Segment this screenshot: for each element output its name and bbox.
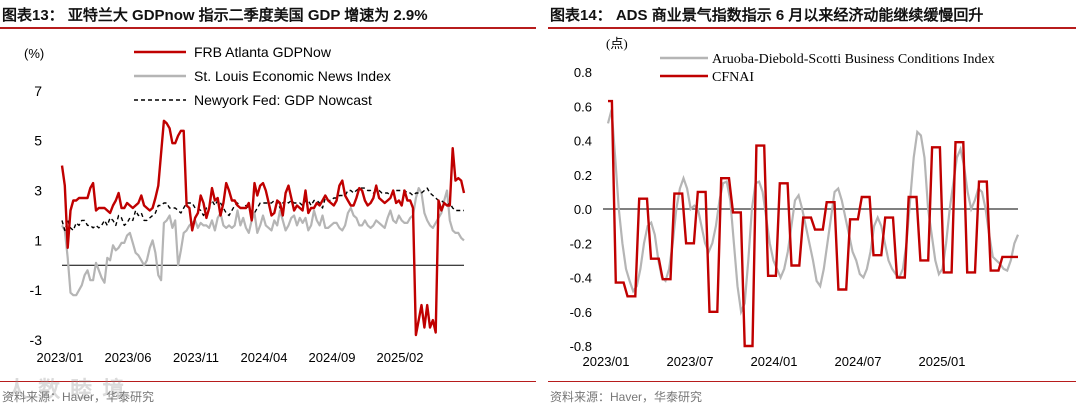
- legend-label-aruoba-diebold-scotti-business-conditions-index: Aruoba-Diebold-Scotti Business Condition…: [712, 52, 995, 67]
- left-title-rule: [0, 27, 536, 29]
- x-tick-label: 2023/01: [37, 350, 84, 365]
- y-tick-label: -0.4: [570, 271, 592, 286]
- left-source-rule: [0, 381, 536, 382]
- y-tick-label: 7: [34, 83, 42, 99]
- x-tick-label: 2024/07: [835, 354, 882, 369]
- right-chart-title: 图表14： ADS 商业景气指数指示 6 月以来经济动能继续缓慢回升: [550, 7, 984, 24]
- x-tick-label: 2023/07: [667, 354, 714, 369]
- y-tick-label: -0.8: [570, 339, 592, 354]
- y-tick-label: 0.0: [574, 202, 592, 217]
- x-tick-label: 2023/11: [173, 350, 219, 365]
- right-chart-source: 资料来源：Haver，华泰研究: [550, 390, 703, 404]
- legend-label-frb-atlanta-gdpnow: FRB Atlanta GDPNow: [194, 44, 332, 60]
- left-line-chart: (%) 7 5 3 1 -1 -3 2023/01 2023/06 2023/11 2024/04 2…: [24, 44, 466, 365]
- right-line-chart: (点)0.80.60.40.20.0-0.2-0.4-0.6-0.82023/0…: [570, 36, 1020, 369]
- y-tick-label: -3: [30, 332, 43, 348]
- right-chart-panel: 图表14： ADS 商业景气指数指示 6 月以来经济动能继续缓慢回升 (点) 0.…: [548, 0, 1080, 408]
- x-tick-label: 2023/01: [583, 354, 630, 369]
- legend-label-cfnai: CFNAI: [712, 70, 754, 85]
- y-tick-label: -0.6: [570, 305, 592, 320]
- y-tick-label: 0.2: [574, 168, 592, 183]
- x-tick-label: 2024/09: [309, 350, 356, 365]
- y-unit-label: (%): [24, 46, 44, 61]
- left-chart-title: 图表13： 亚特兰大 GDPnow 指示二季度美国 GDP 增速为 2.9%: [2, 7, 428, 24]
- y-tick-label: 0.6: [574, 99, 592, 114]
- y-unit-label: (点): [606, 36, 628, 51]
- series-cfnai: [608, 99, 1018, 348]
- watermark-logo: 人 数 睦 境: [6, 377, 127, 402]
- legend-label-newyork-fed-gdp-nowcast: Newyork Fed: GDP Nowcast: [194, 92, 372, 108]
- x-tick-label: 2024/04: [241, 350, 288, 365]
- right-title-rule: [548, 27, 1076, 29]
- series-aruoba-diebold-scotti-business-conditions-index: [606, 109, 1020, 316]
- left-chart-panel: 图表13： 亚特兰大 GDPnow 指示二季度美国 GDP 增速为 2.9% (…: [0, 7, 536, 404]
- y-tick-label: -1: [30, 282, 43, 298]
- left-chart-source: 资料来源：Haver，华泰研究: [2, 390, 155, 404]
- x-tick-label: 2025/01: [919, 354, 966, 369]
- legend-label-st-louis-economic-news-index: St. Louis Economic News Index: [194, 68, 391, 84]
- y-tick-label: 0.8: [574, 65, 592, 80]
- x-tick-label: 2025/02: [377, 350, 424, 365]
- y-tick-label: 1: [34, 232, 42, 248]
- y-tick-label: 5: [34, 133, 42, 149]
- series-st-louis-economic-news-index: [61, 187, 465, 297]
- series-newyork-fed-gdp-nowcast: [61, 187, 464, 232]
- y-tick-label: -0.2: [570, 236, 592, 251]
- y-tick-label: 3: [34, 183, 42, 199]
- y-tick-label: 0.4: [574, 134, 592, 149]
- x-tick-label: 2024/01: [751, 354, 798, 369]
- series-frb-atlanta-gdpnow: [60, 119, 466, 337]
- right-source-rule: [548, 381, 1076, 382]
- x-tick-label: 2023/06: [105, 350, 152, 365]
